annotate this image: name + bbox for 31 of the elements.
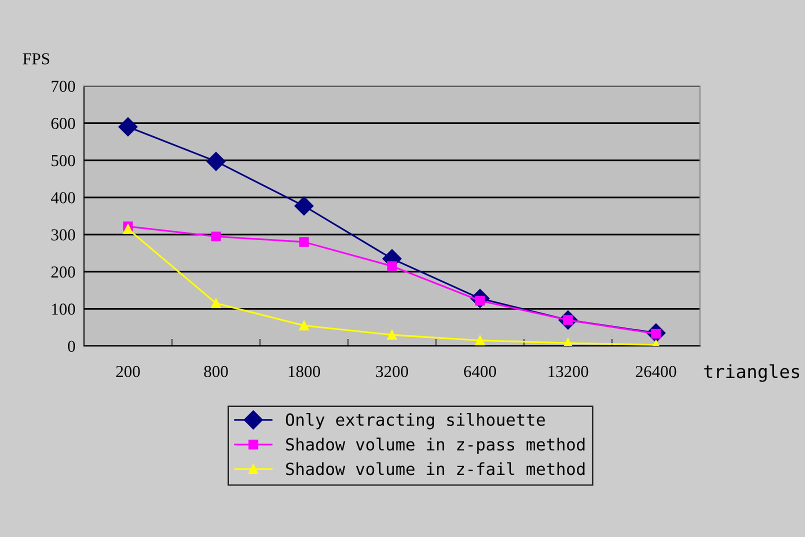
legend-label: Shadow volume in z-pass method (286, 438, 584, 454)
point (294, 196, 314, 216)
y-tick-label: 500 (52, 154, 76, 166)
x-axis-title: triangles (704, 364, 800, 382)
y-tick-label: 200 (51, 266, 76, 278)
y-tick-label: 300 (51, 229, 76, 241)
x-tick-label: 1800 (288, 366, 320, 378)
point (387, 261, 397, 272)
point (299, 237, 309, 247)
x-tick-label: 200 (116, 366, 140, 378)
point (387, 330, 397, 340)
point (475, 336, 485, 346)
point (206, 152, 226, 171)
y-tick-label: 0 (68, 340, 76, 352)
y-tick-label: 700 (52, 80, 76, 92)
legend-label: Only extracting silhouette (286, 413, 545, 430)
x-tick-label: 26400 (636, 366, 676, 378)
x-tick-label: 13200 (548, 366, 588, 378)
x-tick-label: 3200 (376, 366, 408, 378)
y-tick-label: 400 (50, 192, 76, 204)
x-tick-label: 6400 (464, 366, 496, 378)
y-axis-title: FPS (22, 53, 50, 64)
y-tick-label: 100 (52, 304, 76, 315)
legend-label: Shadow volume in z-fail method (286, 462, 584, 476)
point (211, 298, 221, 308)
point (211, 232, 221, 242)
point (123, 224, 133, 234)
point (118, 117, 138, 136)
x-tick-label: 800 (204, 366, 228, 378)
y-tick-label: 600 (51, 118, 76, 130)
point (299, 320, 309, 330)
